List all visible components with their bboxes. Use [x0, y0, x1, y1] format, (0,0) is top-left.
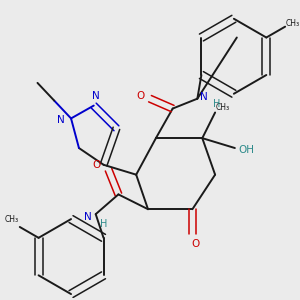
Text: CH₃: CH₃ [286, 19, 300, 28]
Text: H: H [100, 219, 107, 229]
Text: CH₃: CH₃ [5, 214, 19, 224]
Text: O: O [191, 239, 200, 249]
Text: O: O [93, 160, 101, 170]
Text: N: N [200, 92, 208, 102]
Text: H: H [213, 99, 221, 109]
Text: CH₃: CH₃ [216, 103, 230, 112]
Text: OH: OH [239, 145, 255, 155]
Text: O: O [136, 91, 144, 101]
Text: N: N [92, 91, 100, 101]
Text: N: N [84, 212, 92, 222]
Text: N: N [57, 116, 65, 125]
